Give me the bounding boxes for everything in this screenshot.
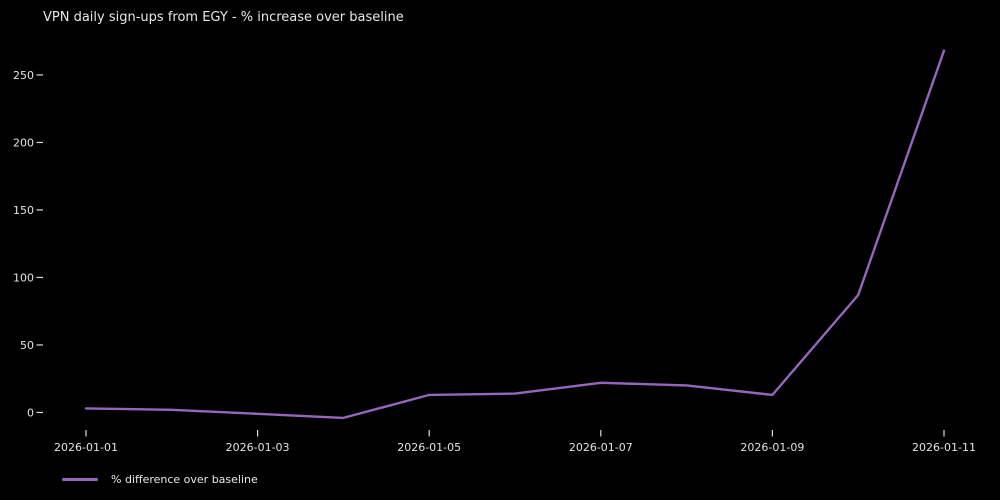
x-tick-label: 2026-01-05 — [397, 441, 461, 454]
chart-title: VPN daily sign-ups from EGY - % increase… — [43, 10, 404, 25]
y-tick-label: 100 — [13, 271, 34, 284]
legend-line-swatch — [62, 477, 98, 481]
legend: % difference over baseline — [62, 472, 258, 486]
x-tick-label: 2026-01-09 — [740, 441, 804, 454]
legend-label: % difference over baseline — [111, 472, 258, 486]
series-line — [84, 49, 946, 420]
x-tick-label: 2026-01-01 — [54, 441, 118, 454]
y-tick-label: 0 — [27, 406, 34, 419]
y-tick-label: 200 — [13, 136, 34, 149]
y-tick-label: 250 — [13, 69, 34, 82]
x-tick-label: 2026-01-11 — [912, 441, 976, 454]
x-tick-label: 2026-01-07 — [569, 441, 633, 454]
y-tick-label: 50 — [20, 339, 34, 352]
y-tick-label: 150 — [13, 204, 34, 217]
x-tick-label: 2026-01-03 — [226, 441, 290, 454]
